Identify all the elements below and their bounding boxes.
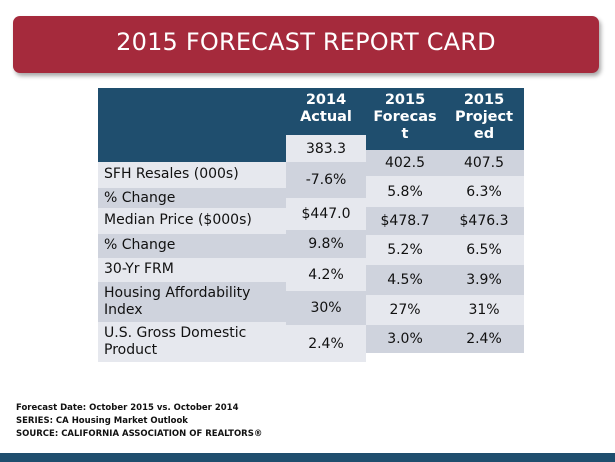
footer-series: SERIES: CA Housing Market Outlook bbox=[16, 416, 188, 426]
header-2015-projected: 2015 Project ed bbox=[444, 88, 524, 150]
footer-source: SOURCE: CALIFORNIA ASSOCIATION OF REALTO… bbox=[16, 429, 263, 439]
row-label-price-change: % Change bbox=[98, 234, 286, 258]
row-label-affordability: Housing Affordability Index bbox=[98, 282, 286, 322]
projected-value: 407.5 bbox=[444, 150, 524, 176]
actual-value: 4.2% bbox=[286, 258, 366, 291]
forecast-value: 27% bbox=[366, 295, 444, 325]
footer-forecast-date: Forecast Date: October 2015 vs. October … bbox=[16, 403, 239, 413]
row-label-30yr-frm: 30-Yr FRM bbox=[98, 258, 286, 282]
page-title: 2015 FORECAST REPORT CARD bbox=[116, 28, 496, 56]
projected-value: 31% bbox=[444, 295, 524, 325]
header-2014-actual: 2014 Actual bbox=[286, 88, 366, 135]
actual-value: $447.0 bbox=[286, 198, 366, 230]
projected-value: 3.9% bbox=[444, 265, 524, 295]
row-label-gdp: U.S. Gross Domestic Product bbox=[98, 322, 286, 362]
forecast-value: 5.8% bbox=[366, 176, 444, 207]
projected-value: $476.3 bbox=[444, 207, 524, 235]
actual-value: -7.6% bbox=[286, 162, 366, 198]
forecast-value: 4.5% bbox=[366, 265, 444, 295]
projected-value: 2.4% bbox=[444, 325, 524, 353]
forecast-value: 3.0% bbox=[366, 325, 444, 353]
forecast-value: 5.2% bbox=[366, 235, 444, 265]
actual-value: 30% bbox=[286, 291, 366, 325]
projected-value: 6.5% bbox=[444, 235, 524, 265]
projected-value: 6.3% bbox=[444, 176, 524, 207]
actual-value: 383.3 bbox=[286, 135, 366, 162]
row-label-sfh-resales: SFH Resales (000s) bbox=[98, 162, 286, 188]
bottom-bar bbox=[0, 453, 615, 462]
forecast-value: $478.7 bbox=[366, 207, 444, 235]
header-blank bbox=[98, 88, 286, 162]
forecast-value: 402.5 bbox=[366, 150, 444, 176]
actual-value: 9.8% bbox=[286, 230, 366, 258]
actual-value: 2.4% bbox=[286, 325, 366, 362]
row-label-resales-change: % Change bbox=[98, 188, 286, 208]
title-banner: 2015 FORECAST REPORT CARD bbox=[13, 16, 599, 73]
row-label-median-price: Median Price ($000s) bbox=[98, 208, 286, 234]
header-2015-forecast: 2015 Forecas t bbox=[366, 88, 444, 150]
